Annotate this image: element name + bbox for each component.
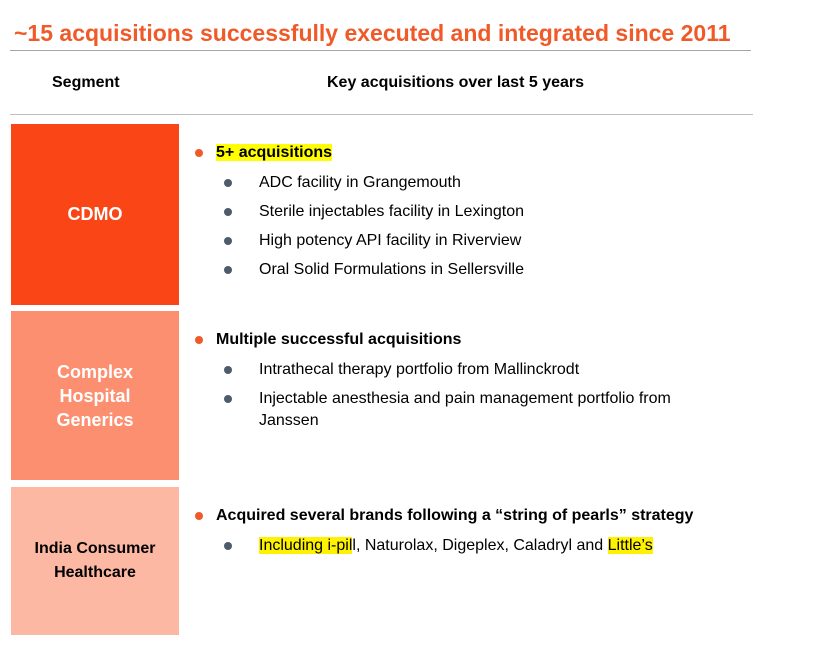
list-item: Oral Solid Formulations in Sellersville	[195, 259, 699, 281]
chg-headline-bullet: Multiple successful acquisitions	[195, 330, 755, 350]
chg-headline: Multiple successful acquisitions	[216, 331, 462, 348]
list-item: ADC facility in Grangemouth	[195, 172, 699, 194]
gray-bullet-icon	[224, 542, 232, 550]
page-title: ~15 acquisitions successfully executed a…	[14, 20, 731, 46]
cdmo-headline: 5+ acquisitions	[216, 144, 333, 161]
list-item: High potency API facility in Riverview	[195, 230, 699, 252]
chg-item-list: Intrathecal therapy portfolio from Malli…	[195, 359, 755, 432]
gray-bullet-icon	[224, 266, 232, 274]
segment-cdmo-label: CDMO	[67, 204, 123, 224]
segment-icc-label-line-2: Healthcare	[54, 564, 136, 581]
list-item: Sterile injectables facility in Lexingto…	[195, 201, 699, 223]
segment-complex-hospital-generics: Complex Hospital Generics	[11, 311, 179, 480]
title-divider	[10, 50, 751, 51]
segment-india-consumer-healthcare: India Consumer Healthcare	[11, 487, 179, 635]
segment-column-header: Segment	[52, 74, 120, 91]
gray-bullet-icon	[224, 237, 232, 245]
icc-headline: Acquired several brands following a “str…	[216, 507, 694, 524]
list-item: Injectable anesthesia and pain managemen…	[195, 388, 699, 432]
segment-icc-label-line-1: India Consumer	[34, 540, 156, 557]
list-item: Including i-pill, Naturolax, Digeplex, C…	[195, 535, 699, 557]
acquisitions-column-header: Key acquisitions over last 5 years	[327, 74, 585, 91]
header-divider	[10, 114, 753, 115]
highlighted-brand-text: Including i-pil	[259, 537, 353, 554]
gray-bullet-icon	[224, 366, 232, 374]
orange-bullet-icon	[195, 336, 203, 344]
icc-item-list: Including i-pill, Naturolax, Digeplex, C…	[195, 535, 755, 557]
brand-list-text: l, Naturolax, Digeplex, Caladryl and	[352, 537, 608, 554]
gray-bullet-icon	[224, 208, 232, 216]
icc-acquisitions: Acquired several brands following a “str…	[195, 506, 755, 564]
icc-headline-bullet: Acquired several brands following a “str…	[195, 506, 755, 526]
list-item: Intrathecal therapy portfolio from Malli…	[195, 359, 699, 381]
orange-bullet-icon	[195, 149, 203, 157]
highlighted-brand-text: Little’s	[607, 537, 653, 554]
chg-acquisitions: Multiple successful acquisitions Intrath…	[195, 330, 755, 439]
segment-chg-label-line-2: Hospital	[59, 385, 131, 406]
segment-chg-label-line-3: Generics	[56, 409, 134, 430]
orange-bullet-icon	[195, 512, 203, 520]
gray-bullet-icon	[224, 395, 232, 403]
cdmo-headline-bullet: 5+ acquisitions	[195, 143, 755, 163]
cdmo-item-list: ADC facility in Grangemouth Sterile inje…	[195, 172, 755, 281]
cdmo-acquisitions: 5+ acquisitions ADC facility in Grangemo…	[195, 143, 755, 288]
segment-cdmo: CDMO	[11, 124, 179, 305]
gray-bullet-icon	[224, 179, 232, 187]
segment-chg-label-line-1: Complex	[56, 361, 133, 382]
